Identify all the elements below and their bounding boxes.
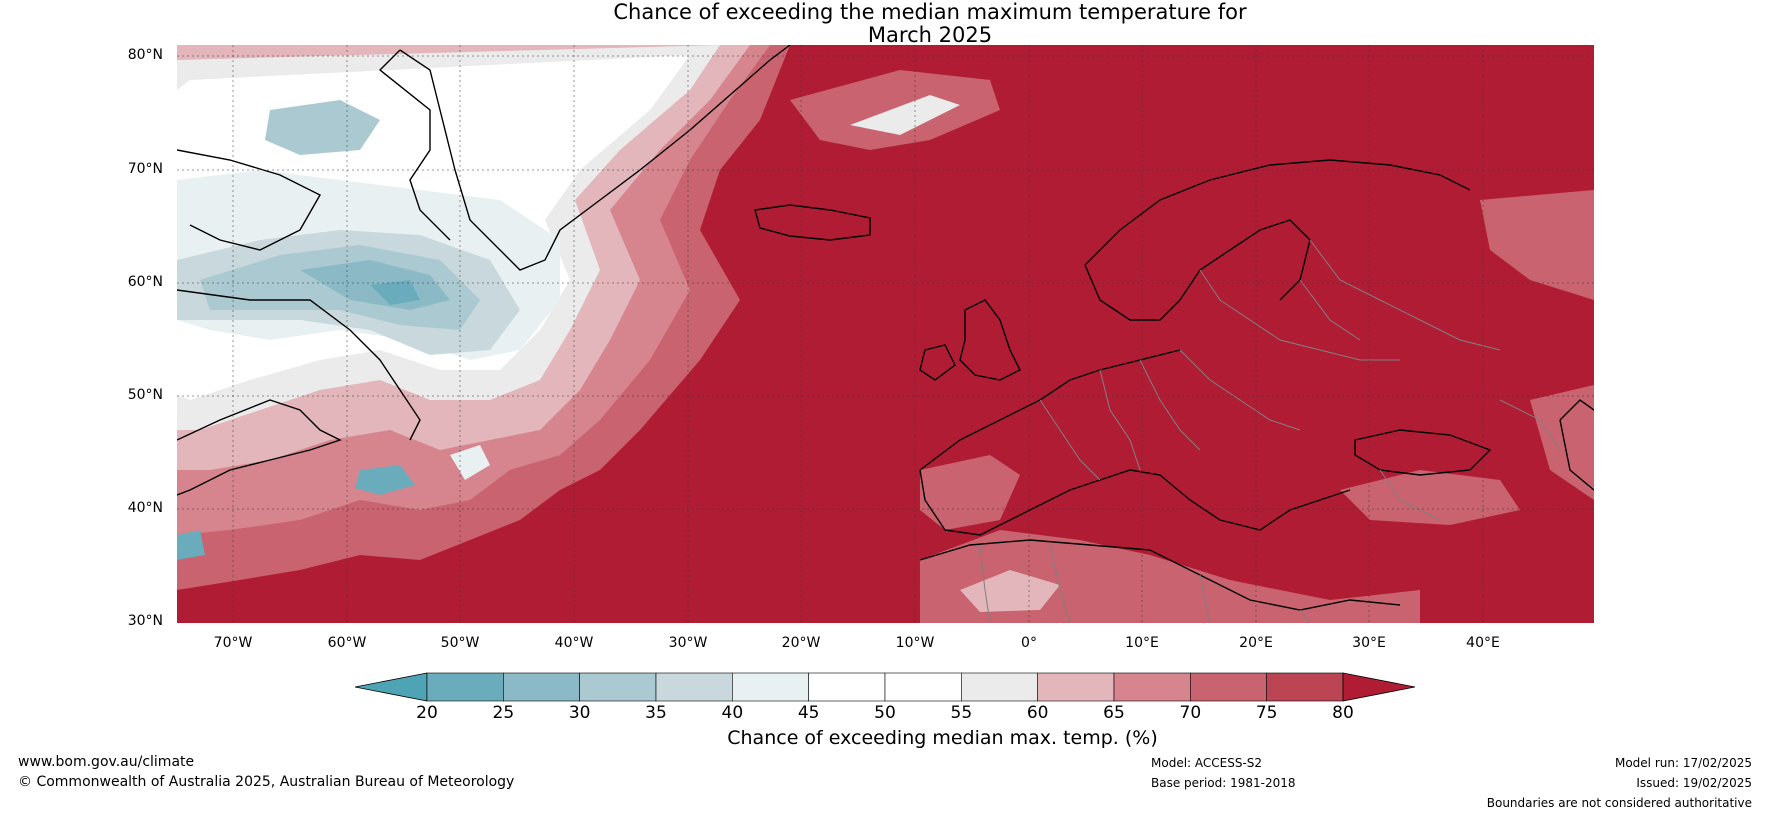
lat-label-80n: 80°N bbox=[127, 47, 163, 63]
colorbar-tick-label: 40 bbox=[721, 703, 744, 723]
region-east-europe bbox=[1480, 190, 1594, 300]
lat-label-30n: 30°N bbox=[127, 613, 163, 629]
region-norwegian-light bbox=[850, 95, 960, 135]
colorbar-tick-label: 50 bbox=[874, 703, 896, 723]
lon-label-70w: 70°W bbox=[213, 635, 253, 651]
colorbar-segment bbox=[426, 672, 504, 702]
region-caspian bbox=[1530, 385, 1594, 500]
region-iberia bbox=[920, 455, 1020, 530]
lon-label-60w: 60°W bbox=[327, 635, 367, 651]
footer-issued: Issued: 19/02/2025 bbox=[1636, 776, 1752, 790]
colorbar-segment bbox=[1190, 672, 1267, 702]
footer-website: www.bom.gov.au/climate bbox=[18, 754, 195, 770]
colorbar-tick-label: 75 bbox=[1255, 703, 1278, 723]
colorbar-segment bbox=[655, 672, 733, 702]
footer-model-run: Model run: 17/02/2025 bbox=[1614, 756, 1752, 770]
colorbar-segment bbox=[579, 672, 657, 702]
footer-disclaimer: Boundaries are not considered authoritat… bbox=[1486, 796, 1752, 810]
lon-label-40e: 40°E bbox=[1466, 635, 1500, 651]
lat-label-70n: 70°N bbox=[127, 161, 163, 177]
colorbar-arrow-high bbox=[1342, 672, 1416, 702]
colorbar-tick-label: 55 bbox=[950, 703, 973, 723]
gridlines bbox=[177, 45, 1594, 623]
footer-base-period: Base period: 1981-2018 bbox=[1151, 776, 1296, 790]
lat-label-50n: 50°N bbox=[127, 387, 163, 403]
lon-label-20w: 20°W bbox=[781, 635, 821, 651]
colorbar-tick-label: 35 bbox=[645, 703, 667, 723]
colorbar-segment bbox=[1113, 672, 1191, 702]
colorbar-tick-label: 65 bbox=[1103, 703, 1125, 723]
colorbar-segment bbox=[1037, 672, 1115, 702]
region-sw-blue-2 bbox=[177, 530, 205, 560]
lat-label-60n: 60°N bbox=[127, 274, 163, 290]
colorbar-tick-label: 30 bbox=[568, 703, 591, 723]
map-title-line1: Chance of exceeding the median maximum t… bbox=[613, 0, 1247, 24]
colorbar-segment bbox=[732, 672, 809, 702]
colorbar-segments bbox=[354, 672, 1416, 702]
region-turkey bbox=[1340, 470, 1520, 525]
lon-label-50w: 50°W bbox=[440, 635, 480, 651]
colorbar-arrow-low bbox=[354, 672, 428, 702]
lon-label-0: 0° bbox=[1021, 635, 1037, 651]
lon-label-10w: 10°W bbox=[895, 635, 935, 651]
colorbar-tick-label: 20 bbox=[416, 703, 438, 723]
colorbar-segment bbox=[961, 672, 1038, 702]
colorbar-tick-label: 60 bbox=[1026, 703, 1049, 723]
map-title-line2: March 2025 bbox=[867, 23, 993, 47]
colorbar-segment bbox=[808, 672, 886, 702]
region-sw-blue-1 bbox=[355, 465, 415, 495]
footer-model: Model: ACCESS-S2 bbox=[1151, 756, 1263, 770]
colorbar-tick-label: 25 bbox=[492, 703, 515, 723]
colorbar-segment bbox=[884, 672, 962, 702]
lon-label-20e: 20°E bbox=[1239, 635, 1273, 651]
colorbar-segment bbox=[1266, 672, 1344, 702]
colorbar-segment bbox=[503, 672, 580, 702]
colorbar-tick-label: 80 bbox=[1332, 703, 1354, 723]
colorbar-tick-label: 45 bbox=[797, 703, 820, 723]
colorbar-label: Chance of exceeding median max. temp. (%… bbox=[727, 727, 1158, 749]
lat-label-40n: 40°N bbox=[127, 500, 163, 516]
lon-label-40w: 40°W bbox=[554, 635, 594, 651]
lon-label-10e: 10°E bbox=[1125, 635, 1159, 651]
footer-copyright: © Commonwealth of Australia 2025, Austra… bbox=[18, 774, 515, 790]
region-north-greenland-blue bbox=[265, 100, 380, 155]
lon-label-30w: 30°W bbox=[668, 635, 708, 651]
colorbar-tick-label: 70 bbox=[1179, 703, 1202, 723]
lon-label-30e: 30°E bbox=[1352, 635, 1386, 651]
country-borders bbox=[979, 239, 1561, 623]
region-20-25 bbox=[370, 280, 420, 305]
region-sahara-light bbox=[960, 570, 1060, 612]
coastlines bbox=[177, 45, 1594, 611]
